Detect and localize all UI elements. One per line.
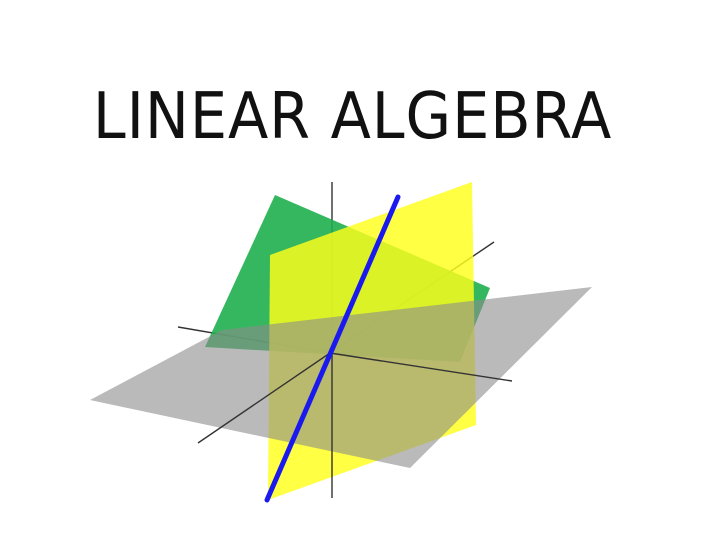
axis-y-front bbox=[197, 352, 331, 444]
page-title: LINEAR ALGEBRA bbox=[92, 80, 613, 154]
blue-line bbox=[264, 194, 401, 503]
axis-x-front bbox=[329, 352, 513, 382]
gray-plane bbox=[90, 287, 592, 468]
